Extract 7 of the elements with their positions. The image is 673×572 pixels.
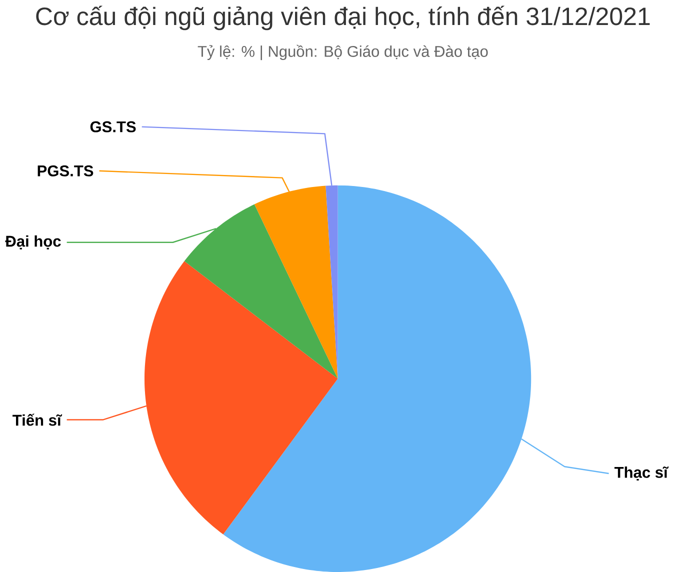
- slice-label: GS.TS: [90, 121, 136, 132]
- slice-label: PGS.TS: [38, 165, 94, 176]
- chart-subtitle: Tỷ lệ: % | Nguồn: Bộ Giáo dục và Đào tạo: [198, 44, 488, 60]
- slice-label: Thạc sĩ: [614, 466, 669, 481]
- chart-title: Cơ cấu đội ngũ giảng viên đại học, tính đến 31/12/2021: [36, 6, 650, 30]
- slice-label: Đại học: [5, 235, 61, 250]
- slice-label: Tiến sĩ: [12, 414, 62, 426]
